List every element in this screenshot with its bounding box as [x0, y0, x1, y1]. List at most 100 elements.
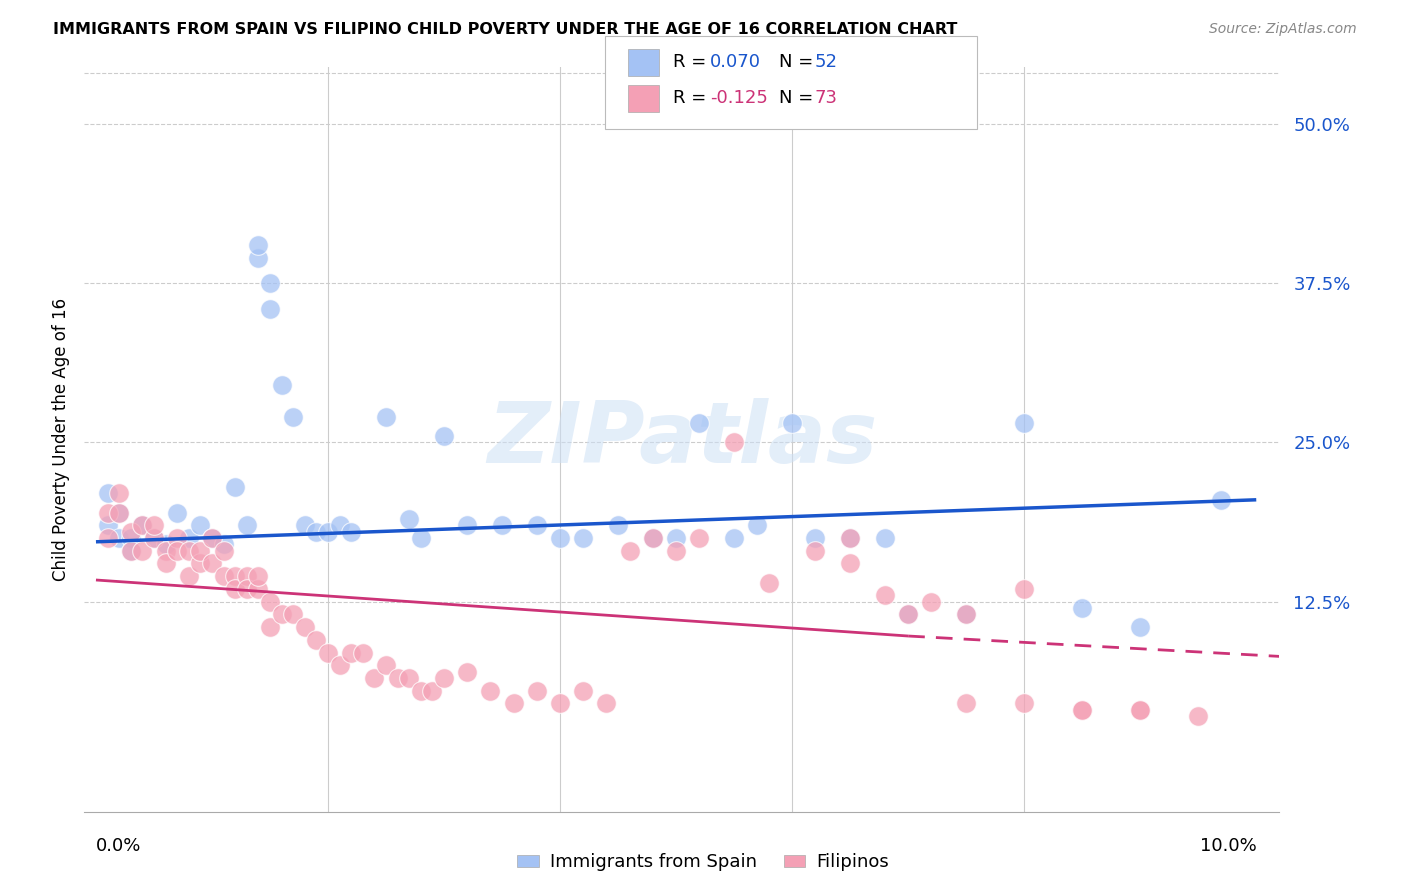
Point — [363, 671, 385, 685]
Point — [758, 575, 780, 590]
Point — [526, 683, 548, 698]
Point — [155, 537, 177, 551]
Point — [177, 531, 200, 545]
Point — [839, 531, 862, 545]
Point — [548, 697, 571, 711]
Text: 0.070: 0.070 — [710, 54, 761, 71]
Point — [955, 607, 977, 622]
Point — [166, 506, 188, 520]
Point — [131, 543, 153, 558]
Point — [548, 531, 571, 545]
Point — [259, 277, 281, 291]
Point — [294, 518, 316, 533]
Text: -0.125: -0.125 — [710, 89, 768, 107]
Point — [143, 531, 166, 545]
Point — [305, 524, 328, 539]
Point — [120, 543, 142, 558]
Point — [409, 531, 432, 545]
Point — [108, 506, 131, 520]
Point — [316, 646, 339, 660]
Text: 52: 52 — [814, 54, 837, 71]
Point — [804, 531, 827, 545]
Point — [1129, 620, 1152, 634]
Point — [375, 410, 398, 425]
Point — [108, 531, 131, 545]
Point — [398, 512, 420, 526]
Point — [641, 531, 664, 545]
Point — [120, 543, 142, 558]
Point — [526, 518, 548, 533]
Point — [212, 537, 235, 551]
Point — [108, 506, 131, 520]
Point — [688, 417, 710, 431]
Point — [340, 646, 363, 660]
Point — [839, 531, 862, 545]
Point — [97, 531, 120, 545]
Point — [190, 543, 212, 558]
Point — [920, 594, 942, 608]
Point — [120, 524, 142, 539]
Point — [259, 301, 281, 316]
Point — [1211, 492, 1233, 507]
Point — [224, 569, 246, 583]
Point — [398, 671, 420, 685]
Text: 0.0%: 0.0% — [96, 837, 142, 855]
Point — [155, 557, 177, 571]
Point — [955, 697, 977, 711]
Point — [224, 582, 246, 596]
Point — [479, 683, 502, 698]
Point — [201, 531, 224, 545]
Point — [1012, 697, 1035, 711]
Point — [839, 557, 862, 571]
Point — [294, 620, 316, 634]
Point — [212, 543, 235, 558]
Point — [236, 569, 259, 583]
Point — [1012, 582, 1035, 596]
Text: N =: N = — [779, 54, 818, 71]
Point — [177, 543, 200, 558]
Point — [387, 671, 409, 685]
Point — [352, 646, 374, 660]
Text: 73: 73 — [814, 89, 837, 107]
Point — [316, 524, 339, 539]
Point — [166, 531, 188, 545]
Text: R =: R = — [673, 89, 713, 107]
Text: Source: ZipAtlas.com: Source: ZipAtlas.com — [1209, 22, 1357, 37]
Point — [236, 518, 259, 533]
Point — [201, 557, 224, 571]
Text: 10.0%: 10.0% — [1199, 837, 1256, 855]
Point — [955, 607, 977, 622]
Point — [433, 671, 456, 685]
Point — [433, 429, 456, 443]
Point — [155, 543, 177, 558]
Point — [131, 518, 153, 533]
Point — [143, 531, 166, 545]
Point — [259, 620, 281, 634]
Point — [120, 531, 142, 545]
Point — [572, 683, 595, 698]
Point — [201, 531, 224, 545]
Point — [897, 607, 920, 622]
Point — [224, 480, 246, 494]
Point — [1012, 417, 1035, 431]
Point — [1071, 703, 1094, 717]
Point — [641, 531, 664, 545]
Point — [375, 658, 398, 673]
Point — [409, 683, 432, 698]
Text: R =: R = — [673, 54, 713, 71]
Point — [804, 543, 827, 558]
Point — [283, 410, 305, 425]
Point — [723, 435, 745, 450]
Point — [305, 632, 328, 647]
Point — [1129, 703, 1152, 717]
Point — [665, 531, 688, 545]
Point — [595, 697, 617, 711]
Point — [259, 594, 281, 608]
Point — [97, 518, 120, 533]
Point — [873, 588, 896, 602]
Point — [190, 557, 212, 571]
Point — [688, 531, 710, 545]
Legend: Immigrants from Spain, Filipinos: Immigrants from Spain, Filipinos — [510, 847, 896, 879]
Point — [283, 607, 305, 622]
Point — [723, 531, 745, 545]
